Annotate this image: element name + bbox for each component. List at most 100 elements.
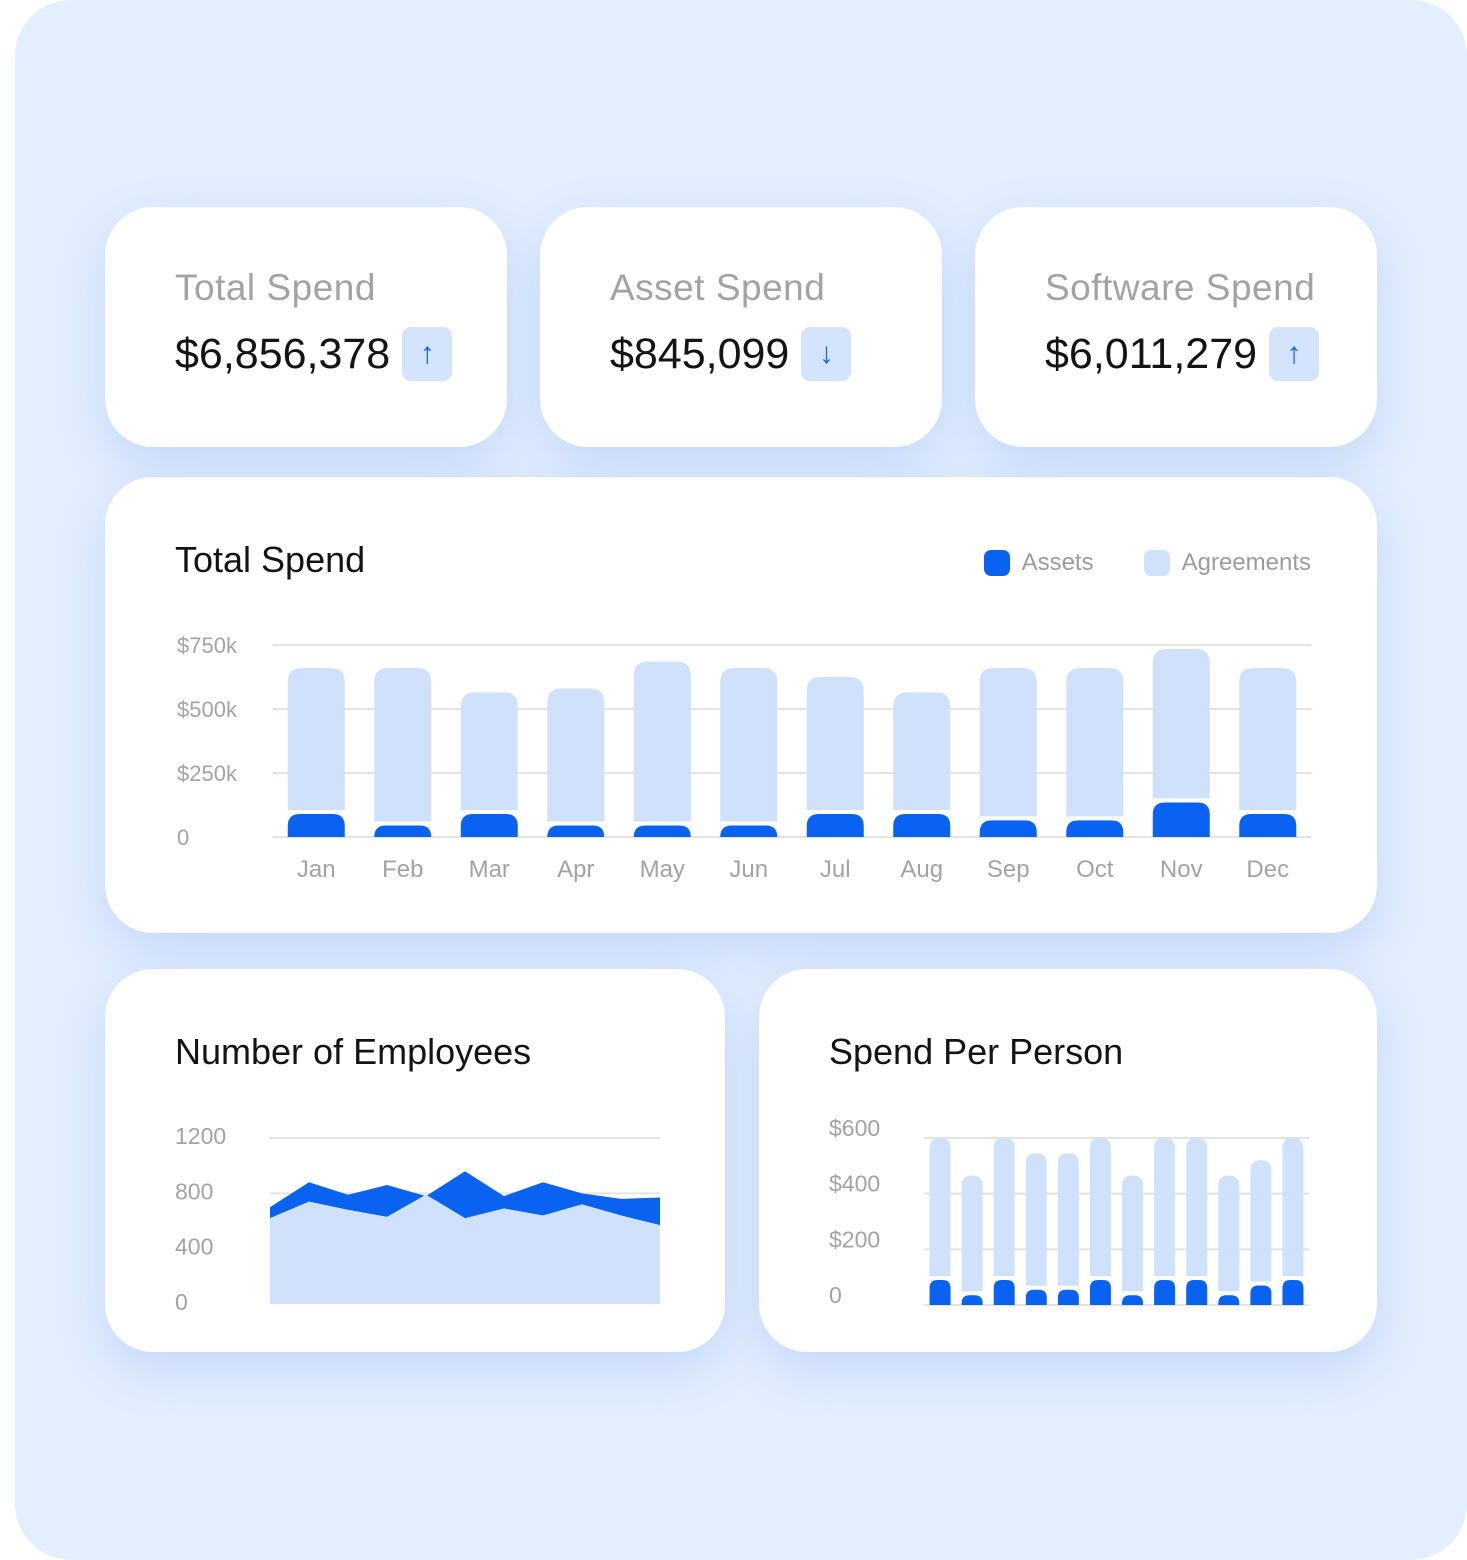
bar-assets <box>993 1279 1015 1305</box>
x-tick-label: Jan <box>297 856 336 883</box>
bar-agreements <box>633 661 691 822</box>
bar-assets <box>1186 1279 1208 1305</box>
legend-label: Assets <box>1021 549 1094 576</box>
y-tick-label: $250k <box>177 761 238 786</box>
x-tick-label: Feb <box>382 856 423 883</box>
bar-agreements <box>1089 1138 1111 1276</box>
bar-assets <box>961 1295 983 1305</box>
bar-assets <box>547 825 605 837</box>
y-tick-label: $200 <box>829 1226 880 1252</box>
y-tick-label: $600 <box>829 1115 880 1141</box>
bar-agreements <box>287 668 345 810</box>
bar-assets <box>287 813 345 837</box>
bar-agreements <box>1282 1138 1304 1276</box>
area-upper-band <box>270 1171 660 1226</box>
chart-title: Number of Employees <box>175 1031 532 1072</box>
bar-agreements <box>1250 1160 1272 1282</box>
bar-agreements <box>806 677 864 810</box>
bar-agreements <box>547 688 605 822</box>
area-lower-band <box>270 1194 660 1304</box>
total-spend-chart: 0 $250k $500k $750k Jan Feb Mar Apr May Jun Jul Aug… <box>177 633 1311 883</box>
bar-assets <box>1282 1279 1304 1305</box>
bar-assets <box>1154 1279 1176 1305</box>
x-tick-label: Jun <box>729 856 768 883</box>
bar-agreements <box>979 668 1037 817</box>
legend-swatch-assets <box>983 550 1010 576</box>
bar-assets <box>633 825 691 837</box>
bar-agreements <box>1057 1153 1079 1286</box>
bar-agreements <box>720 668 778 822</box>
bar-agreements <box>1154 1138 1176 1276</box>
bar-agreements <box>929 1138 951 1276</box>
stat-label: Asset Spend <box>610 267 826 308</box>
stat-card-total-spend: Total Spend $6,856,378 ↑ <box>105 207 507 447</box>
bar-agreements <box>1152 648 1210 799</box>
legend-label: Agreements <box>1181 549 1311 576</box>
y-tick-label: 0 <box>829 1282 842 1308</box>
bar-assets <box>1250 1285 1272 1305</box>
bar-agreements <box>1186 1138 1208 1276</box>
spend-per-person-chart: 0 $200 $400 $600 <box>829 1115 1309 1308</box>
bar-assets <box>720 825 778 837</box>
y-tick-label: 0 <box>175 1289 188 1315</box>
bar-agreements <box>1122 1175 1144 1292</box>
bar-assets <box>806 813 864 837</box>
bar-agreements <box>961 1175 983 1292</box>
y-tick-label: 400 <box>175 1234 213 1260</box>
y-tick-label: $400 <box>829 1171 880 1197</box>
x-tick-label: Dec <box>1246 856 1289 883</box>
spend-per-person-chart-card: Spend Per Person 0 $200 $400 $600 <box>759 969 1377 1352</box>
x-tick-label: Apr <box>557 856 594 883</box>
bar-assets <box>929 1279 951 1305</box>
bar-agreements <box>374 668 432 822</box>
x-tick-label: Sep <box>987 856 1030 883</box>
stat-value: $6,011,279 <box>1045 329 1258 378</box>
bar-agreements <box>460 692 518 810</box>
stat-card-asset-spend: Asset Spend $845,099 ↓ <box>540 207 942 447</box>
x-tick-label: Mar <box>469 856 510 883</box>
stat-value-row: $6,011,279 ↑ <box>1045 327 1320 381</box>
bar-assets <box>1089 1279 1111 1305</box>
bar-assets <box>374 825 432 837</box>
x-tick-label: Aug <box>900 856 943 883</box>
bar-agreements <box>1066 668 1124 817</box>
bar-agreements <box>893 692 951 810</box>
bar-assets <box>1239 813 1297 837</box>
chart-legend: Assets Agreements <box>950 549 1311 577</box>
bar-agreements <box>1218 1175 1240 1292</box>
x-tick-label: May <box>640 856 685 883</box>
bar-assets <box>1066 820 1124 837</box>
y-tick-label: 800 <box>175 1178 213 1204</box>
chart-title: Spend Per Person <box>829 1031 1124 1072</box>
stat-label: Software Spend <box>1045 267 1316 308</box>
bar-agreements <box>1025 1153 1047 1286</box>
employees-area-chart: 0 400 800 1200 <box>175 1123 660 1315</box>
legend-item-agreements: Agreements <box>1143 549 1311 577</box>
legend-item-assets: Assets <box>983 549 1094 577</box>
legend-swatch-agreements <box>1143 550 1170 576</box>
bar-assets <box>460 813 518 837</box>
bar-assets <box>1057 1289 1079 1305</box>
y-tick-label: $500k <box>177 697 238 722</box>
employees-chart-card: Number of Employees 0 400 800 1200 <box>105 969 725 1352</box>
stat-value-row: $845,099 ↓ <box>610 327 852 381</box>
stat-label: Total Spend <box>175 267 376 308</box>
x-tick-label: Nov <box>1160 856 1203 883</box>
stat-value: $6,856,378 <box>175 329 391 378</box>
bar-assets <box>893 813 951 837</box>
stat-value: $845,099 <box>610 329 790 378</box>
stat-value-row: $6,856,378 ↑ <box>175 327 453 381</box>
bar-assets <box>1025 1289 1047 1305</box>
total-spend-chart-card: Total Spend Assets Agreements 0 $250k $500… <box>105 477 1377 933</box>
chart-title: Total Spend <box>175 539 366 580</box>
stat-card-software-spend: Software Spend $6,011,279 ↑ <box>975 207 1377 447</box>
x-tick-label: Jul <box>820 856 851 883</box>
y-tick-label: 0 <box>177 825 189 850</box>
bar-assets <box>1152 802 1210 837</box>
arrow-down-icon: ↓ <box>801 327 852 381</box>
arrow-up-icon: ↑ <box>402 327 453 381</box>
y-tick-label: $750k <box>177 633 238 658</box>
x-tick-label: Oct <box>1076 856 1114 883</box>
bar-agreements <box>993 1138 1015 1276</box>
arrow-up-icon: ↑ <box>1269 327 1320 381</box>
